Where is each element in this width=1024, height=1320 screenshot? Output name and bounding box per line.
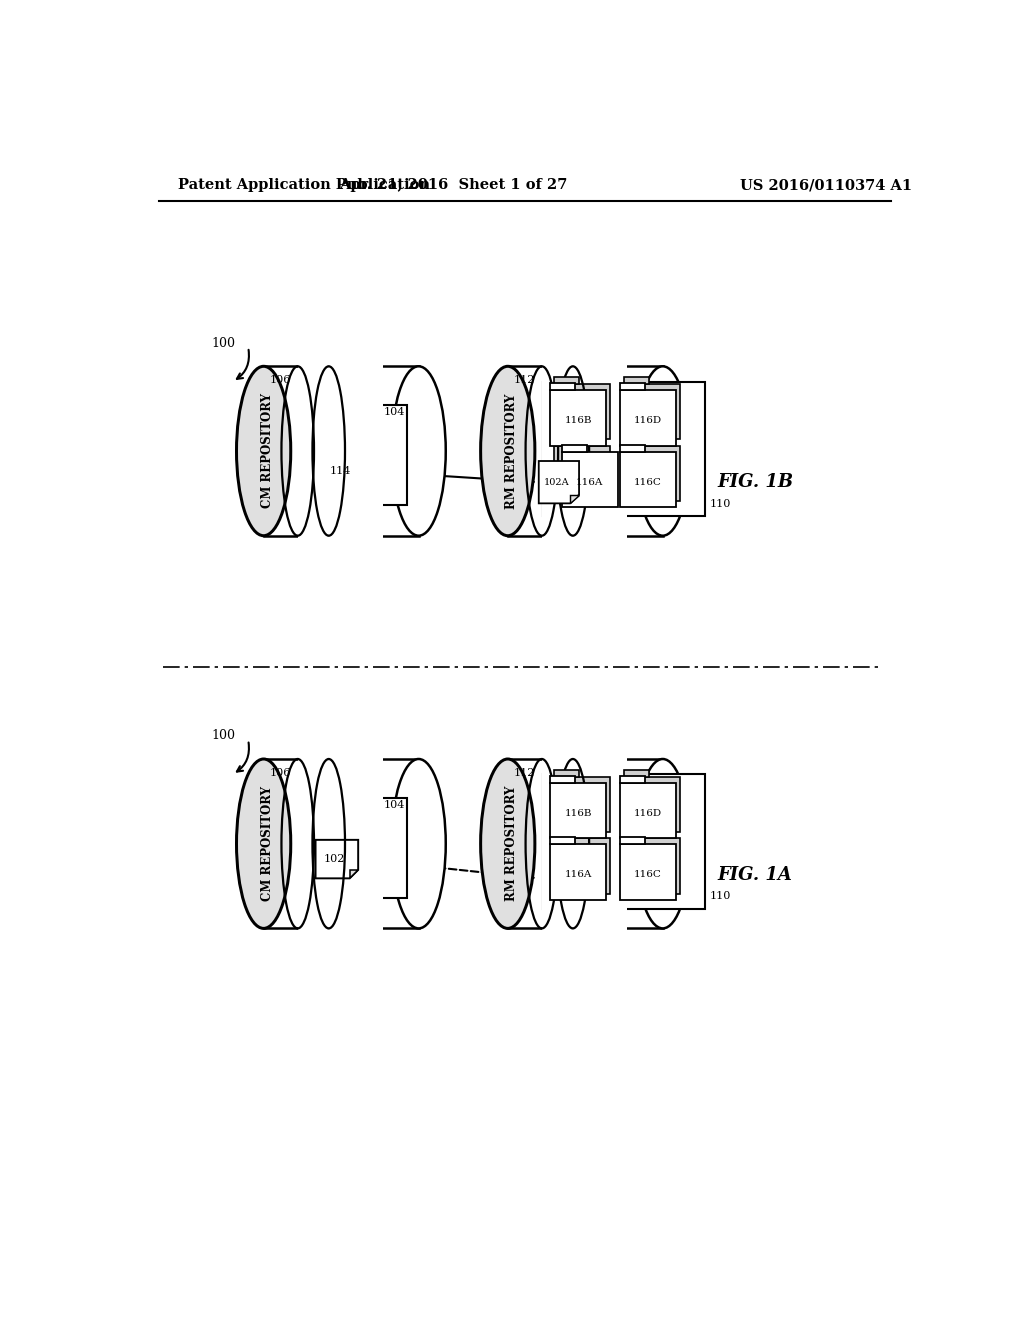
Polygon shape — [621, 383, 645, 391]
Ellipse shape — [480, 366, 535, 536]
Text: 100: 100 — [212, 337, 236, 350]
Text: 112: 112 — [514, 768, 536, 777]
Text: 116A: 116A — [577, 478, 603, 487]
Text: CM REPOSITORY: CM REPOSITORY — [261, 393, 274, 508]
Ellipse shape — [636, 366, 690, 536]
Text: 102: 102 — [324, 854, 345, 865]
Polygon shape — [298, 363, 352, 540]
Polygon shape — [542, 755, 596, 932]
Text: 112: 112 — [514, 375, 536, 385]
Polygon shape — [624, 776, 680, 832]
Polygon shape — [562, 445, 587, 451]
Ellipse shape — [480, 759, 535, 928]
Polygon shape — [621, 776, 645, 783]
Text: 106: 106 — [270, 768, 292, 777]
Polygon shape — [624, 384, 680, 440]
Polygon shape — [298, 755, 352, 932]
Text: 116B: 116B — [564, 809, 592, 818]
Text: 110: 110 — [710, 499, 731, 508]
Polygon shape — [263, 759, 419, 928]
Text: 116C: 116C — [634, 478, 662, 487]
Polygon shape — [329, 363, 383, 540]
Text: CM REPOSITORY: CM REPOSITORY — [261, 787, 274, 902]
Text: FIG. 1B: FIG. 1B — [717, 473, 794, 491]
Polygon shape — [624, 770, 649, 776]
Polygon shape — [550, 783, 606, 838]
Polygon shape — [572, 755, 627, 932]
Text: 102A: 102A — [544, 478, 569, 487]
Text: 106: 106 — [270, 375, 292, 385]
Polygon shape — [621, 845, 676, 900]
Polygon shape — [621, 451, 676, 507]
Polygon shape — [624, 838, 680, 894]
Polygon shape — [624, 832, 649, 838]
Polygon shape — [554, 446, 610, 502]
Polygon shape — [562, 451, 617, 507]
Polygon shape — [570, 495, 579, 503]
Polygon shape — [554, 838, 610, 894]
Polygon shape — [554, 832, 580, 838]
Polygon shape — [542, 363, 596, 540]
Text: 100: 100 — [212, 730, 236, 742]
Ellipse shape — [237, 366, 291, 536]
Polygon shape — [621, 837, 645, 845]
Polygon shape — [508, 367, 663, 536]
Bar — [306, 405, 407, 506]
Bar — [306, 797, 407, 898]
Text: RM REPOSITORY: RM REPOSITORY — [505, 785, 518, 902]
Text: 114: 114 — [330, 466, 351, 477]
Ellipse shape — [391, 366, 445, 536]
Text: US 2016/0110374 A1: US 2016/0110374 A1 — [740, 178, 912, 193]
Text: 104: 104 — [383, 800, 404, 809]
Text: RM REPOSITORY: RM REPOSITORY — [505, 393, 518, 508]
Polygon shape — [624, 438, 649, 446]
Polygon shape — [624, 376, 649, 384]
Polygon shape — [550, 776, 575, 783]
Text: 110: 110 — [710, 891, 731, 902]
Polygon shape — [554, 438, 580, 446]
Polygon shape — [550, 391, 606, 446]
Text: 116D: 116D — [634, 416, 663, 425]
Polygon shape — [621, 783, 676, 838]
Text: FIG. 1A: FIG. 1A — [717, 866, 792, 883]
Polygon shape — [550, 837, 575, 845]
Polygon shape — [624, 446, 680, 502]
Polygon shape — [554, 384, 610, 440]
Text: 116A: 116A — [564, 870, 592, 879]
Text: Patent Application Publication: Patent Application Publication — [178, 178, 430, 193]
Ellipse shape — [237, 759, 291, 928]
Text: 104: 104 — [383, 407, 404, 417]
Text: 116D: 116D — [634, 809, 663, 818]
Polygon shape — [554, 770, 580, 776]
Text: 116C: 116C — [634, 870, 662, 879]
Polygon shape — [539, 461, 579, 503]
Text: Apr. 21, 2016  Sheet 1 of 27: Apr. 21, 2016 Sheet 1 of 27 — [339, 178, 567, 193]
Bar — [315, 451, 366, 491]
Polygon shape — [315, 840, 358, 878]
Polygon shape — [329, 755, 383, 932]
Bar — [543, 775, 706, 909]
Polygon shape — [550, 845, 606, 900]
Ellipse shape — [636, 759, 690, 928]
Polygon shape — [554, 376, 580, 384]
Polygon shape — [508, 759, 663, 928]
Polygon shape — [263, 367, 419, 536]
Bar — [543, 381, 706, 516]
Polygon shape — [572, 363, 627, 540]
Polygon shape — [621, 391, 676, 446]
Ellipse shape — [391, 759, 445, 928]
Polygon shape — [621, 445, 645, 451]
Text: 116B: 116B — [564, 416, 592, 425]
Polygon shape — [554, 776, 610, 832]
Polygon shape — [550, 383, 575, 391]
Polygon shape — [349, 870, 358, 878]
